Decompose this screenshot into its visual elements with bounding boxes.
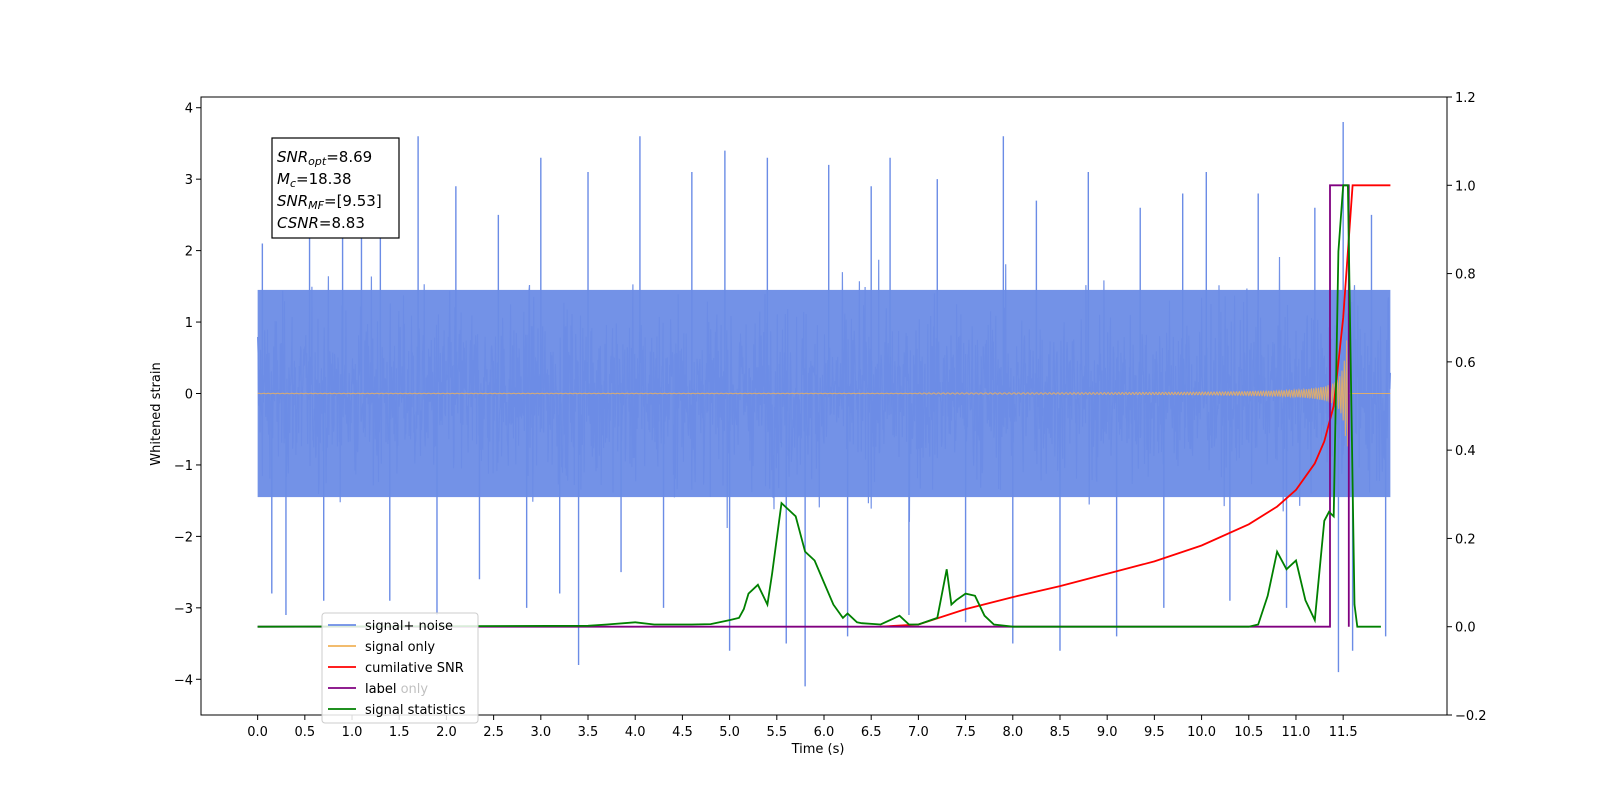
y2-tick-label: 0.2 bbox=[1455, 532, 1476, 547]
y2-tick-label: 1.2 bbox=[1455, 91, 1476, 106]
info-mc: Mc=18.38 bbox=[277, 170, 352, 190]
x-tick-label: 2.5 bbox=[483, 725, 504, 740]
legend-label-text: label bbox=[365, 682, 396, 697]
x-tick-label: 1.0 bbox=[342, 725, 363, 740]
y-tick-label: 0 bbox=[185, 387, 193, 402]
info-box-frame bbox=[271, 137, 400, 239]
y2-tick-label: −0.2 bbox=[1455, 709, 1487, 724]
x-tick-label: 5.0 bbox=[719, 725, 740, 740]
x-axis-label: Time (s) bbox=[791, 742, 845, 757]
y2-tick-label: 0.8 bbox=[1455, 268, 1476, 283]
series-group bbox=[257, 122, 1391, 687]
legend-cumulative-snr-text: cumilative SNR bbox=[365, 661, 464, 676]
legend-frame bbox=[321, 612, 479, 724]
x-tick-label: 1.5 bbox=[389, 725, 410, 740]
y-tick-label: 4 bbox=[185, 102, 193, 117]
x-tick-label: 8.5 bbox=[1050, 725, 1071, 740]
series-signal-only bbox=[257, 340, 1391, 447]
x-tick-label: 9.0 bbox=[1097, 725, 1118, 740]
series-signal-statistics bbox=[257, 184, 1381, 628]
x-tick-label: 3.0 bbox=[530, 725, 551, 740]
y2-tick-label: 0.4 bbox=[1455, 444, 1476, 459]
y-tick-label: 1 bbox=[185, 316, 193, 331]
x-tick-label: 0.5 bbox=[294, 725, 315, 740]
plot-area: 0.0 0.5 1.0 1.5 2.0 2.5 3.0 3.5 4.0 4.5 5.0 5.5 6.0 6… bbox=[174, 91, 1487, 740]
y-tick-label: −2 bbox=[174, 530, 193, 545]
info-csnr: CSNR=8.83 bbox=[277, 214, 365, 232]
x-tick-label: 8.0 bbox=[1002, 725, 1023, 740]
y-tick-label: −1 bbox=[174, 459, 193, 474]
series-label bbox=[257, 184, 1350, 628]
y-tick-label: −3 bbox=[174, 602, 193, 617]
y2-tick-label: 1.0 bbox=[1455, 179, 1476, 194]
y-tick-label: 3 bbox=[185, 173, 193, 188]
x-tick-label: 10.5 bbox=[1234, 725, 1263, 740]
x-tick-label: 9.5 bbox=[1144, 725, 1165, 740]
y-axis-label: Whitened strain bbox=[149, 362, 164, 465]
info-snr-mf: SNRMF=[9.53] bbox=[277, 192, 382, 212]
y-tick-label: 2 bbox=[185, 245, 193, 260]
x-tick-label: 3.5 bbox=[578, 725, 599, 740]
series-cumulative-snr bbox=[880, 184, 1391, 628]
y2-tick-label: 0.6 bbox=[1455, 356, 1476, 371]
x-tick-label: 5.5 bbox=[766, 725, 787, 740]
y2-tick-label: 0.0 bbox=[1455, 621, 1476, 636]
x-tick-label: 2.0 bbox=[436, 725, 457, 740]
x-tick-label: 10.0 bbox=[1187, 725, 1216, 740]
x-tick-label: 6.0 bbox=[814, 725, 835, 740]
x-tick-label: 7.0 bbox=[908, 725, 929, 740]
legend-label-only-text: label only bbox=[365, 682, 428, 697]
legend-signal-statistics-text: signal statistics bbox=[365, 703, 466, 718]
x-tick-label: 11.5 bbox=[1329, 725, 1358, 740]
x-tick-label: 4.5 bbox=[672, 725, 693, 740]
x-tick-label: 6.5 bbox=[861, 725, 882, 740]
x-tick-label: 11.0 bbox=[1281, 725, 1310, 740]
x-tick-label: 7.5 bbox=[955, 725, 976, 740]
info-snr-opt: SNRopt=8.69 bbox=[277, 148, 372, 168]
legend: signal+ noise signal only cumilative SNR la… bbox=[321, 612, 479, 724]
legend-signal-noise-text: signal+ noise bbox=[365, 619, 453, 634]
x-tick-label: 4.0 bbox=[625, 725, 646, 740]
x-tick-label: 0.0 bbox=[247, 725, 268, 740]
legend-signal-only-text: signal only bbox=[365, 640, 435, 655]
y-tick-label: −4 bbox=[174, 673, 193, 688]
